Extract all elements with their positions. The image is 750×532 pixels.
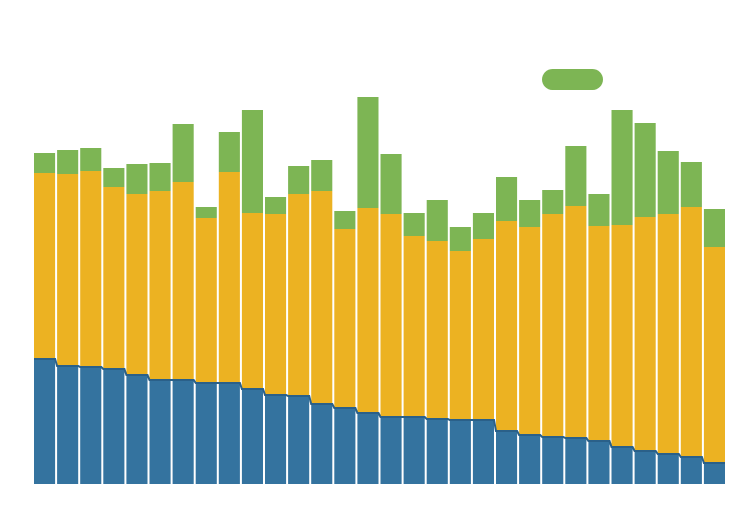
bar-segment-1-5 [126, 375, 148, 484]
bar-segment-3-11 [265, 197, 287, 214]
bar-segment-1-2 [57, 366, 79, 484]
bar-segment-1-16 [380, 417, 402, 484]
bar-segment-3-12 [288, 166, 310, 194]
bar-segment-1-29 [680, 457, 702, 484]
bar-segment-2-22 [519, 227, 541, 435]
bar-segment-1-26 [611, 447, 633, 484]
bar-segment-1-8 [195, 383, 217, 484]
bars-group [34, 97, 725, 484]
bar-segment-1-9 [218, 383, 240, 484]
bar-segment-2-5 [126, 194, 148, 375]
bar-segment-3-3 [80, 148, 102, 171]
bar-segment-3-25 [588, 194, 610, 226]
bar-segment-3-4 [103, 168, 125, 187]
bar-segment-1-14 [334, 408, 356, 484]
bar-segment-3-26 [611, 110, 633, 225]
bar-segment-3-9 [218, 132, 240, 172]
bar-segment-1-22 [519, 435, 541, 484]
bar-segment-2-21 [496, 221, 518, 431]
bar-segment-2-10 [241, 213, 263, 389]
bar-segment-1-12 [288, 396, 310, 484]
bar-segment-1-27 [634, 451, 656, 484]
bar-segment-2-30 [703, 247, 725, 463]
bar-segment-1-10 [241, 389, 263, 484]
bar-segment-1-23 [542, 437, 564, 484]
bar-segment-2-23 [542, 214, 564, 437]
bar-segment-2-9 [218, 172, 240, 383]
bar-segment-2-3 [80, 171, 102, 367]
bar-segment-2-6 [149, 191, 171, 380]
bar-segment-3-29 [680, 162, 702, 207]
bar-segment-1-13 [311, 404, 333, 484]
bar-segment-3-13 [311, 160, 333, 191]
bar-segment-3-16 [380, 154, 402, 214]
bar-segment-3-5 [126, 164, 148, 194]
bar-segment-1-1 [34, 359, 56, 484]
bar-segment-2-12 [288, 194, 310, 396]
bar-segment-2-27 [634, 217, 656, 451]
bar-segment-2-18 [426, 241, 448, 419]
bar-segment-1-4 [103, 369, 125, 484]
bar-segment-3-21 [496, 177, 518, 221]
bar-segment-3-10 [241, 110, 263, 213]
bar-segment-3-6 [149, 163, 171, 191]
bar-segment-1-19 [449, 420, 471, 484]
bar-segment-2-7 [172, 182, 194, 380]
bar-segment-2-13 [311, 191, 333, 404]
bar-segment-3-1 [34, 153, 56, 173]
bar-segment-3-14 [334, 211, 356, 229]
bar-segment-2-15 [357, 208, 379, 413]
bar-segment-2-26 [611, 225, 633, 447]
bar-segment-1-18 [426, 419, 448, 484]
bar-segment-1-25 [588, 441, 610, 484]
bar-segment-1-11 [265, 395, 287, 484]
bar-segment-3-8 [195, 207, 217, 218]
bar-segment-1-21 [496, 431, 518, 484]
legend-swatch [542, 69, 603, 90]
bar-segment-1-6 [149, 380, 171, 484]
bar-segment-3-2 [57, 150, 79, 174]
bar-segment-1-24 [565, 438, 587, 484]
bar-segment-2-11 [265, 214, 287, 395]
bar-segment-2-20 [472, 239, 494, 420]
bar-segment-3-7 [172, 124, 194, 182]
bar-segment-2-25 [588, 226, 610, 441]
bar-segment-2-14 [334, 229, 356, 408]
bar-segment-2-17 [403, 236, 425, 417]
bar-segment-1-30 [703, 463, 725, 484]
bar-segment-3-23 [542, 190, 564, 214]
bar-segment-2-19 [449, 251, 471, 420]
bar-segment-1-3 [80, 367, 102, 484]
bar-segment-1-15 [357, 413, 379, 484]
base-series-outline [34, 358, 725, 464]
bar-segment-3-24 [565, 146, 587, 206]
bar-segment-3-19 [449, 227, 471, 251]
bar-segment-3-30 [703, 209, 725, 247]
bar-segment-2-16 [380, 214, 402, 417]
bar-segment-2-24 [565, 206, 587, 438]
bar-segment-2-8 [195, 218, 217, 383]
bar-segment-2-28 [657, 214, 679, 454]
bar-segment-1-28 [657, 454, 679, 484]
bar-segment-3-22 [519, 200, 541, 227]
bar-segment-2-2 [57, 174, 79, 366]
bar-segment-2-29 [680, 207, 702, 457]
bar-segment-2-4 [103, 187, 125, 369]
bar-segment-3-20 [472, 213, 494, 239]
bar-segment-1-7 [172, 380, 194, 484]
bar-segment-3-27 [634, 123, 656, 217]
bar-segment-3-18 [426, 200, 448, 241]
bar-segment-3-17 [403, 213, 425, 236]
bar-segment-1-17 [403, 417, 425, 484]
bar-segment-2-1 [34, 173, 56, 359]
bar-segment-3-28 [657, 151, 679, 214]
bar-segment-3-15 [357, 97, 379, 208]
bar-segment-1-20 [472, 420, 494, 484]
